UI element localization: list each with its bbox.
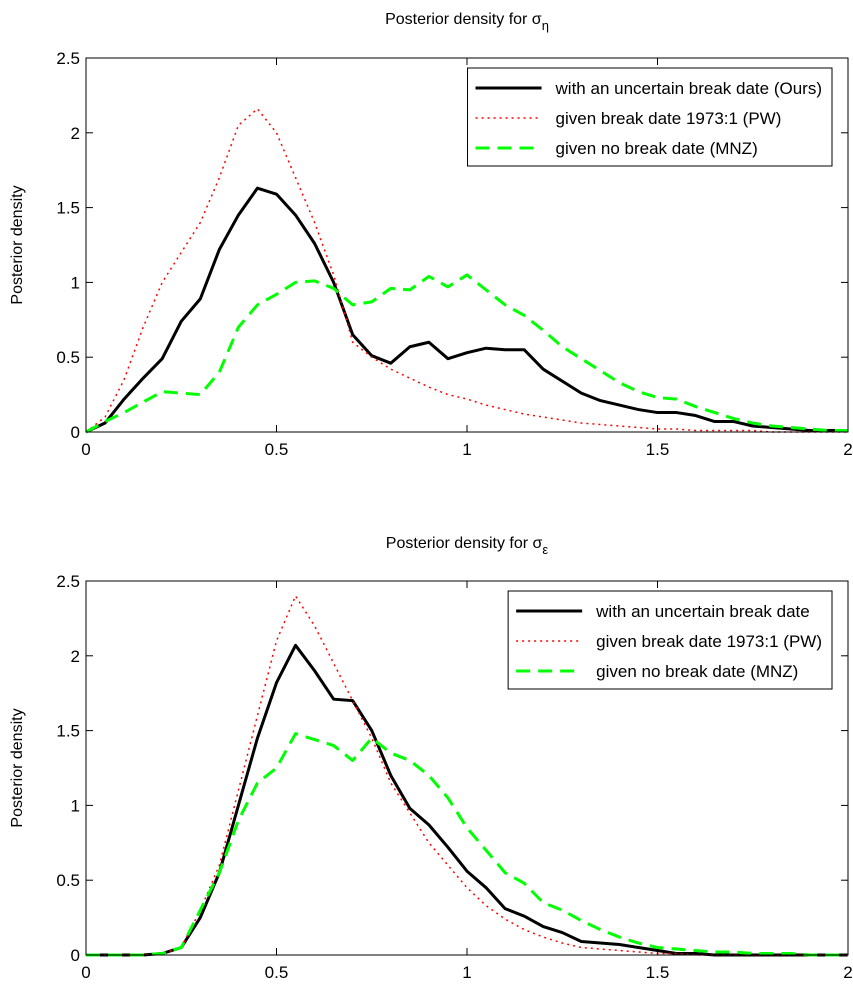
y-tick-label: 2.5 — [56, 49, 80, 68]
title-text: Posterior density for σ — [386, 535, 543, 552]
x-tick-label: 0.5 — [265, 440, 289, 459]
series-line — [86, 732, 848, 957]
x-tick-label: 1.5 — [646, 963, 670, 982]
legend-label: given no break date (MNZ) — [596, 662, 798, 681]
x-tick-label: 0 — [81, 440, 90, 459]
y-tick-label: 0 — [71, 946, 80, 965]
x-tick-label: 2 — [843, 440, 852, 459]
series-line — [85, 186, 848, 434]
y-tick-label: 2.5 — [56, 572, 80, 591]
y-tick-label: 0 — [71, 423, 80, 442]
axes-box — [85, 580, 849, 956]
legend: with an uncertain break date given break … — [507, 590, 833, 690]
y-axis-label: Posterior density — [9, 185, 26, 304]
legend-label: given break date 1973:1 (PW) — [556, 109, 782, 128]
x-tick-label: 2 — [843, 963, 852, 982]
title-subscript: ε — [542, 542, 548, 557]
y-tick-label: 2 — [71, 124, 80, 143]
y-tick-label: 1 — [71, 273, 80, 292]
x-tick-label: 1 — [462, 963, 471, 982]
legend-label: given no break date (MNZ) — [556, 139, 758, 158]
chart-title: Posterior density for σε — [386, 535, 549, 557]
x-tick-label: 1 — [462, 440, 471, 459]
legend-label: with an uncertain break date — [595, 602, 810, 621]
axes-box — [85, 57, 849, 433]
title-text: Posterior density for σ — [385, 11, 542, 28]
y-tick-label: 1.5 — [56, 199, 80, 218]
legend-label: with an uncertain break date (Ours) — [555, 79, 822, 98]
legend-box — [467, 67, 833, 167]
title-subscript: η — [542, 18, 549, 33]
legend-box — [507, 590, 833, 690]
x-tick-label: 0 — [81, 963, 90, 982]
y-tick-label: 1.5 — [56, 722, 80, 741]
y-tick-label: 1 — [71, 796, 80, 815]
chart-title: Posterior density for ση — [385, 11, 549, 33]
series-line — [85, 273, 848, 434]
legend: with an uncertain break date (Ours) given… — [467, 67, 833, 167]
x-tick-label: 1.5 — [646, 440, 670, 459]
y-tick-label: 0.5 — [56, 871, 80, 890]
y-tick-label: 0.5 — [56, 348, 80, 367]
y-tick-label: 2 — [71, 647, 80, 666]
legend-label: given break date 1973:1 (PW) — [596, 632, 822, 651]
x-tick-label: 0.5 — [265, 963, 289, 982]
y-axis-label: Posterior density — [9, 708, 26, 827]
